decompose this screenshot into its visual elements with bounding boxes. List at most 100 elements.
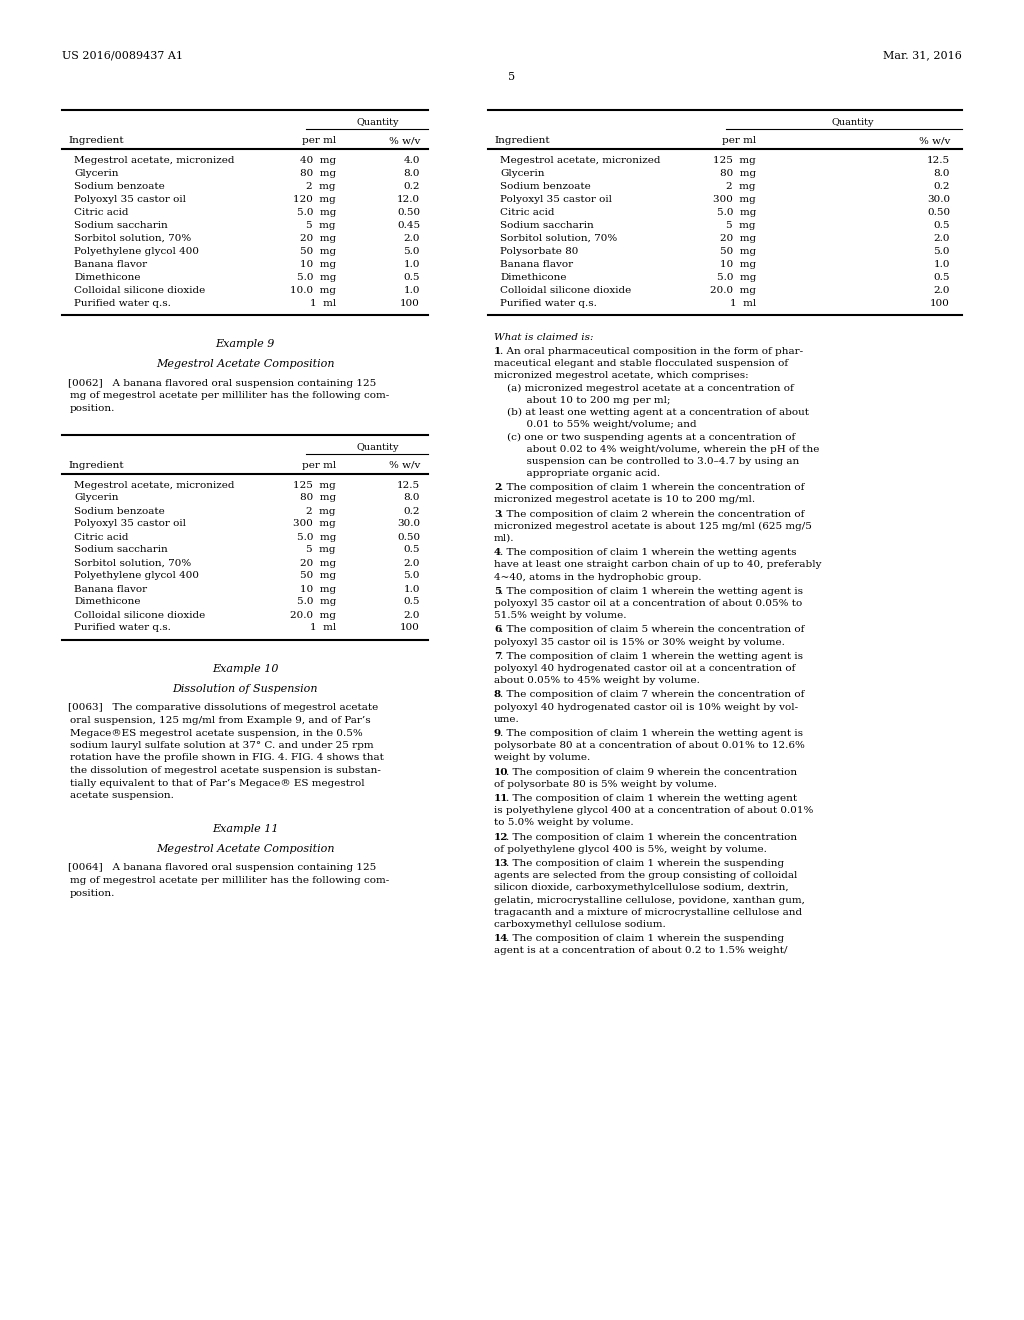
Text: 6: 6 [494, 626, 502, 635]
Text: tragacanth and a mixture of microcrystalline cellulose and: tragacanth and a mixture of microcrystal… [494, 908, 802, 917]
Text: 2.0: 2.0 [934, 286, 950, 294]
Text: Dimethicone: Dimethicone [500, 273, 566, 282]
Text: . The composition of claim 1 wherein the concentration of: . The composition of claim 1 wherein the… [501, 483, 805, 492]
Text: is polyethylene glycol 400 at a concentration of about 0.01%: is polyethylene glycol 400 at a concentr… [494, 807, 813, 816]
Text: Ingredient: Ingredient [68, 136, 124, 145]
Text: 50  mg: 50 mg [720, 247, 756, 256]
Text: Colloidal silicone dioxide: Colloidal silicone dioxide [74, 286, 205, 294]
Text: sodium lauryl sulfate solution at 37° C. and under 25 rpm: sodium lauryl sulfate solution at 37° C.… [70, 741, 374, 750]
Text: have at least one straight carbon chain of up to 40, preferably: have at least one straight carbon chain … [494, 561, 821, 569]
Text: Sodium benzoate: Sodium benzoate [74, 507, 165, 516]
Text: Quantity: Quantity [356, 117, 399, 127]
Text: 0.45: 0.45 [397, 220, 420, 230]
Text: polyoxyl 35 castor oil at a concentration of about 0.05% to: polyoxyl 35 castor oil at a concentratio… [494, 599, 802, 609]
Text: 0.5: 0.5 [403, 545, 420, 554]
Text: 1  ml: 1 ml [730, 300, 756, 308]
Text: 100: 100 [400, 623, 420, 632]
Text: What is claimed is:: What is claimed is: [494, 333, 594, 342]
Text: Citric acid: Citric acid [74, 209, 128, 216]
Text: 5.0  mg: 5.0 mg [717, 273, 756, 282]
Text: 20  mg: 20 mg [300, 234, 336, 243]
Text: micronized megestrol acetate, which comprises:: micronized megestrol acetate, which comp… [494, 371, 749, 380]
Text: agents are selected from the group consisting of colloidal: agents are selected from the group consi… [494, 871, 798, 880]
Text: 2: 2 [494, 483, 502, 492]
Text: 0.01 to 55% weight/volume; and: 0.01 to 55% weight/volume; and [494, 420, 696, 429]
Text: 80  mg: 80 mg [720, 169, 756, 178]
Text: 0.50: 0.50 [397, 209, 420, 216]
Text: 5  mg: 5 mg [726, 220, 756, 230]
Text: 100: 100 [930, 300, 950, 308]
Text: about 0.05% to 45% weight by volume.: about 0.05% to 45% weight by volume. [494, 676, 699, 685]
Text: per ml: per ml [722, 136, 756, 145]
Text: 10  mg: 10 mg [300, 260, 336, 269]
Text: 300  mg: 300 mg [714, 195, 756, 205]
Text: Polysorbate 80: Polysorbate 80 [500, 247, 579, 256]
Text: 100: 100 [400, 300, 420, 308]
Text: Sodium saccharin: Sodium saccharin [74, 220, 168, 230]
Text: 5.0  mg: 5.0 mg [297, 532, 336, 541]
Text: 3: 3 [494, 510, 501, 519]
Text: 5.0: 5.0 [403, 572, 420, 581]
Text: of polyethylene glycol 400 is 5%, weight by volume.: of polyethylene glycol 400 is 5%, weight… [494, 845, 767, 854]
Text: per ml: per ml [302, 461, 336, 470]
Text: . An oral pharmaceutical composition in the form of phar-: . An oral pharmaceutical composition in … [501, 347, 804, 356]
Text: 12.5: 12.5 [397, 480, 420, 490]
Text: oral suspension, 125 mg/ml from Example 9, and of Par’s: oral suspension, 125 mg/ml from Example … [70, 715, 371, 725]
Text: 20  mg: 20 mg [720, 234, 756, 243]
Text: . The composition of claim 1 wherein the concentration: . The composition of claim 1 wherein the… [506, 833, 797, 842]
Text: Quantity: Quantity [831, 117, 874, 127]
Text: 120  mg: 120 mg [293, 195, 336, 205]
Text: mg of megestrol acetate per milliliter has the following com-: mg of megestrol acetate per milliliter h… [70, 392, 389, 400]
Text: . The composition of claim 5 wherein the concentration of: . The composition of claim 5 wherein the… [501, 626, 805, 635]
Text: 8.0: 8.0 [403, 494, 420, 503]
Text: 1.0: 1.0 [403, 286, 420, 294]
Text: % w/v: % w/v [919, 136, 950, 145]
Text: 5  mg: 5 mg [306, 545, 336, 554]
Text: polyoxyl 40 hydrogenated castor oil is 10% weight by vol-: polyoxyl 40 hydrogenated castor oil is 1… [494, 702, 798, 711]
Text: 1.0: 1.0 [403, 585, 420, 594]
Text: 2.0: 2.0 [934, 234, 950, 243]
Text: polyoxyl 35 castor oil is 15% or 30% weight by volume.: polyoxyl 35 castor oil is 15% or 30% wei… [494, 638, 784, 647]
Text: Megestrol acetate, micronized: Megestrol acetate, micronized [500, 156, 660, 165]
Text: maceutical elegant and stable flocculated suspension of: maceutical elegant and stable flocculate… [494, 359, 788, 368]
Text: polyoxyl 40 hydrogenated castor oil at a concentration of: polyoxyl 40 hydrogenated castor oil at a… [494, 664, 796, 673]
Text: Megestrol Acetate Composition: Megestrol Acetate Composition [156, 359, 334, 370]
Text: 1  ml: 1 ml [309, 623, 336, 632]
Text: . The composition of claim 7 wherein the concentration of: . The composition of claim 7 wherein the… [501, 690, 805, 700]
Text: rotation have the profile shown in FIG. 4. FIG. 4 shows that: rotation have the profile shown in FIG. … [70, 754, 384, 763]
Text: silicon dioxide, carboxymethylcellulose sodium, dextrin,: silicon dioxide, carboxymethylcellulose … [494, 883, 788, 892]
Text: Polyoxyl 35 castor oil: Polyoxyl 35 castor oil [500, 195, 612, 205]
Text: 11: 11 [494, 795, 509, 803]
Text: . The composition of claim 2 wherein the concentration of: . The composition of claim 2 wherein the… [501, 510, 805, 519]
Text: Sorbitol solution, 70%: Sorbitol solution, 70% [500, 234, 617, 243]
Text: 1.0: 1.0 [934, 260, 950, 269]
Text: (a) micronized megestrol acetate at a concentration of: (a) micronized megestrol acetate at a co… [494, 384, 794, 393]
Text: 2.0: 2.0 [403, 234, 420, 243]
Text: the dissolution of megestrol acetate suspension is substan-: the dissolution of megestrol acetate sus… [70, 766, 381, 775]
Text: Dissolution of Suspension: Dissolution of Suspension [172, 684, 317, 693]
Text: 10.0  mg: 10.0 mg [290, 286, 336, 294]
Text: gelatin, microcrystalline cellulose, povidone, xanthan gum,: gelatin, microcrystalline cellulose, pov… [494, 895, 805, 904]
Text: 5.0  mg: 5.0 mg [297, 209, 336, 216]
Text: agent is at a concentration of about 0.2 to 1.5% weight/: agent is at a concentration of about 0.2… [494, 946, 787, 956]
Text: 12.5: 12.5 [927, 156, 950, 165]
Text: 1.0: 1.0 [403, 260, 420, 269]
Text: 4.0: 4.0 [403, 156, 420, 165]
Text: position.: position. [70, 888, 116, 898]
Text: Dimethicone: Dimethicone [74, 273, 140, 282]
Text: 125  mg: 125 mg [293, 480, 336, 490]
Text: . The composition of claim 1 wherein the suspending: . The composition of claim 1 wherein the… [506, 935, 784, 944]
Text: 5.0  mg: 5.0 mg [297, 598, 336, 606]
Text: 9: 9 [494, 729, 501, 738]
Text: of polysorbate 80 is 5% weight by volume.: of polysorbate 80 is 5% weight by volume… [494, 780, 717, 789]
Text: Purified water q.s.: Purified water q.s. [74, 300, 171, 308]
Text: Citric acid: Citric acid [74, 532, 128, 541]
Text: carboxymethyl cellulose sodium.: carboxymethyl cellulose sodium. [494, 920, 666, 929]
Text: Example 9: Example 9 [215, 339, 274, 348]
Text: 12.0: 12.0 [397, 195, 420, 205]
Text: 10: 10 [494, 768, 509, 776]
Text: 0.50: 0.50 [927, 209, 950, 216]
Text: Sorbitol solution, 70%: Sorbitol solution, 70% [74, 558, 191, 568]
Text: . The composition of claim 1 wherein the wetting agent is: . The composition of claim 1 wherein the… [501, 587, 804, 595]
Text: suspension can be controlled to 3.0–4.7 by using an: suspension can be controlled to 3.0–4.7 … [494, 457, 800, 466]
